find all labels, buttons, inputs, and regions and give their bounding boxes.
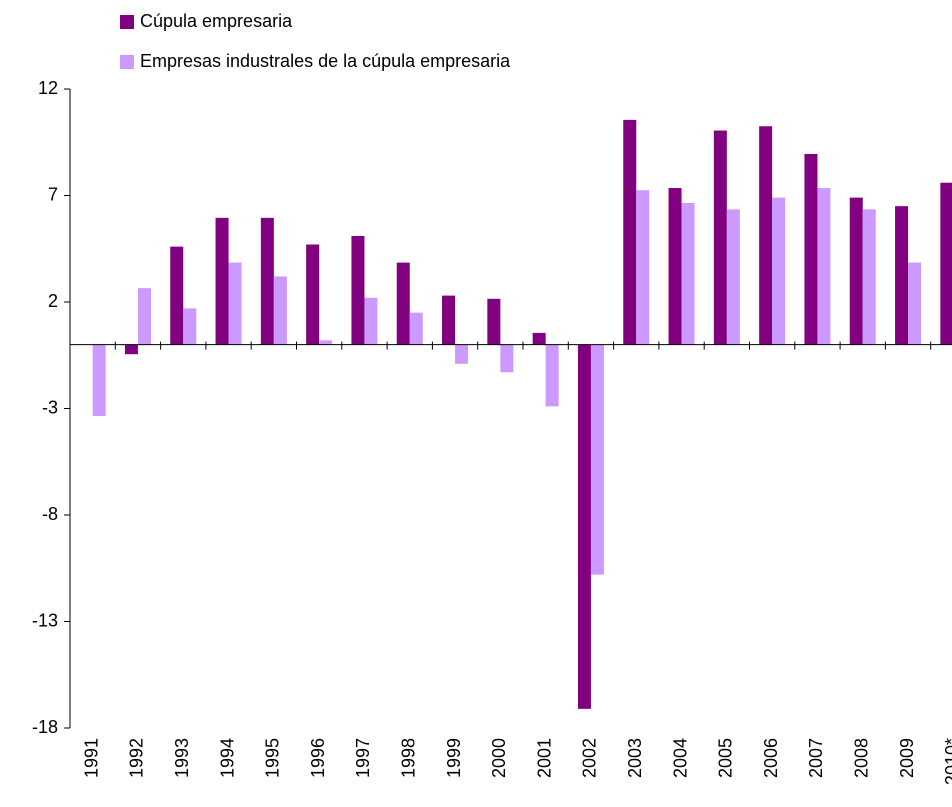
bar <box>772 197 786 345</box>
y-tick-label: -8 <box>42 504 58 524</box>
bar <box>590 344 604 575</box>
x-tick-label: 1991 <box>81 738 101 778</box>
bar <box>500 344 514 373</box>
bar <box>895 206 909 345</box>
x-tick-label: 1993 <box>172 738 192 778</box>
y-tick-label: 2 <box>48 291 58 311</box>
x-tick-label: 1999 <box>444 738 464 778</box>
y-tick-label: -13 <box>32 610 58 630</box>
x-tick-label: 2010* <box>942 738 952 785</box>
x-tick-label: 2000 <box>489 738 509 778</box>
x-tick-label: 2009 <box>897 738 917 778</box>
bar <box>862 209 876 345</box>
x-tick-label: 2001 <box>534 738 554 778</box>
x-tick-label: 1997 <box>353 738 373 778</box>
legend-label: Cúpula empresaria <box>140 11 293 31</box>
bar <box>759 126 773 345</box>
x-tick-label: 2006 <box>761 738 781 778</box>
y-tick-label: 7 <box>48 184 58 204</box>
bar <box>713 130 727 345</box>
bar <box>532 332 546 345</box>
bar <box>726 209 740 345</box>
bar <box>364 297 378 345</box>
legend-swatch <box>120 15 134 29</box>
bar <box>170 246 184 345</box>
bar <box>306 244 320 345</box>
bar <box>849 197 863 345</box>
bar <box>804 153 818 345</box>
x-tick-label: 2004 <box>670 738 690 778</box>
x-tick-label: 1992 <box>127 738 147 778</box>
bar <box>636 190 650 345</box>
x-tick-label: 2003 <box>625 738 645 778</box>
bar <box>455 344 469 364</box>
bar <box>215 217 229 345</box>
bar <box>319 340 333 345</box>
bar <box>351 235 365 345</box>
bar <box>273 276 287 345</box>
bar <box>396 262 410 345</box>
x-tick-label: 2002 <box>580 738 600 778</box>
x-tick-label: 1998 <box>399 738 419 778</box>
bar <box>668 188 682 345</box>
bar <box>817 188 831 345</box>
y-tick-label: 12 <box>38 78 58 98</box>
bar <box>940 182 952 345</box>
y-tick-label: -3 <box>42 397 58 417</box>
y-tick-label: -18 <box>32 717 58 737</box>
bar <box>183 308 197 345</box>
bar <box>577 344 591 709</box>
x-tick-label: 1994 <box>217 738 237 778</box>
bar <box>908 262 922 345</box>
bar <box>228 262 242 345</box>
bar <box>487 298 501 345</box>
x-tick-label: 1995 <box>263 738 283 778</box>
bar <box>260 217 274 345</box>
bar <box>545 344 559 407</box>
legend-label: Empresas industrales de la cúpula empres… <box>140 51 511 71</box>
x-tick-label: 2005 <box>716 738 736 778</box>
x-tick-label: 2008 <box>852 738 872 778</box>
x-tick-label: 1996 <box>308 738 328 778</box>
legend-swatch <box>120 55 134 69</box>
bar <box>137 288 151 345</box>
bar <box>92 344 106 416</box>
bar <box>681 202 695 345</box>
bar <box>124 344 138 355</box>
x-tick-label: 2007 <box>806 738 826 778</box>
bar <box>623 119 637 345</box>
bar <box>442 295 456 345</box>
bar <box>409 312 423 345</box>
